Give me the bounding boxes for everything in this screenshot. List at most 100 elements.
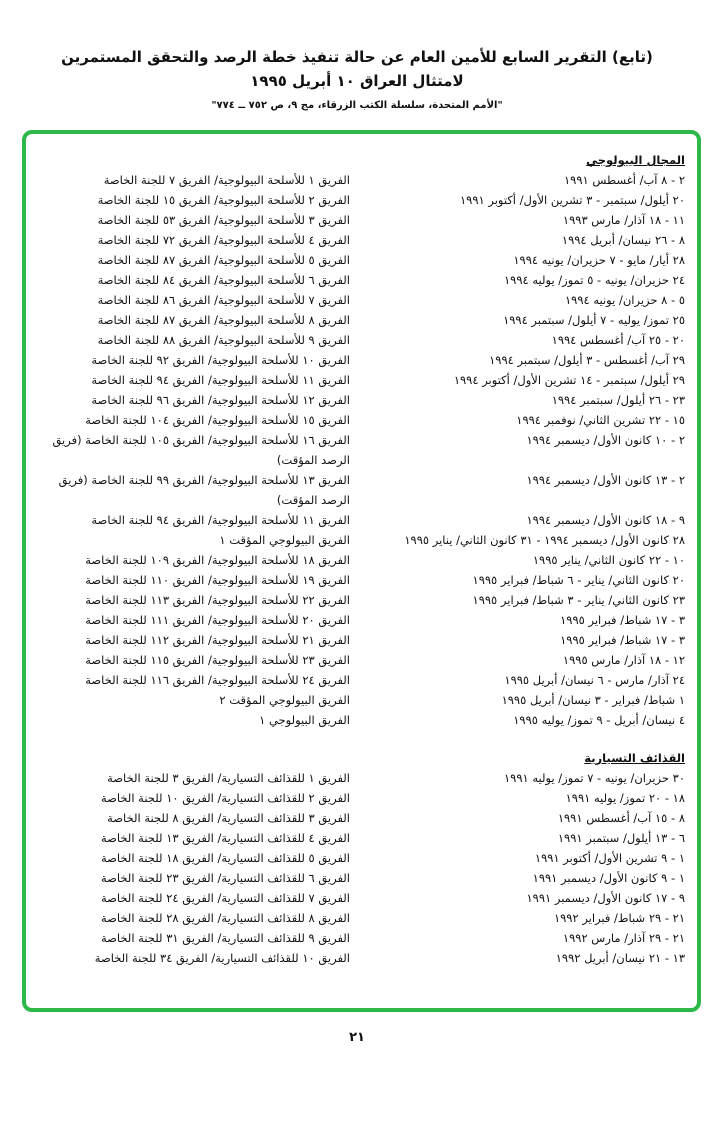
table-row: ١ - ٩ كانون الأول/ ديسمبر ١٩٩١ الفريق ٦ ل… — [40, 868, 685, 888]
inspection-dates: ٢٥ تموز/ يوليه - ٧ أيلول/ سبتمبر ١٩٩٤ — [503, 313, 685, 327]
inspection-team: الفريق ٤ للأسلحة البيولوجية/ الفريق ٧٢ ل… — [97, 233, 350, 247]
inspection-team: الفريق ١٠ للأسلحة البيولوجية/ الفريق ٩٢ … — [91, 353, 350, 367]
inspection-table: المجال البيولوجي ٢ - ٨ آب/ أغسطس ١٩٩١ الفر… — [40, 150, 685, 968]
inspection-dates: ١٨ - ٢٠ تموز/ يوليه ١٩٩١ — [565, 791, 685, 805]
inspection-team: الفريق ٩ للقذائف التسيارية/ الفريق ٣١ لل… — [100, 931, 350, 945]
inspection-dates: ١١ - ١٨ آذار/ مارس ١٩٩٣ — [562, 213, 685, 227]
inspection-dates: ١٣ - ٢١ نيسان/ أبريل ١٩٩٢ — [555, 951, 685, 965]
table-row: ١٠ - ٢٢ كانون الثاني/ يناير ١٩٩٥ الفريق ١… — [40, 550, 685, 570]
table-row: ٢ - ١٣ كانون الأول/ ديسمبر ١٩٩٤ الفريق ١٣… — [40, 470, 685, 510]
inspection-dates: ٢٣ - ٢٦ أيلول/ سبتمبر ١٩٩٤ — [551, 393, 685, 407]
inspection-team: الفريق ٣ للقذائف التسيارية/ الفريق ٨ للج… — [107, 811, 350, 825]
table-row: ١٥ - ٢٢ تشرين الثاني/ نوفمبر ١٩٩٤ الفريق … — [40, 410, 685, 430]
inspection-dates: ٢٤ آذار/ مارس - ٦ نيسان/ أبريل ١٩٩٥ — [504, 673, 685, 687]
inspection-dates: ٢٩ آب/ أغسطس - ٣ أيلول/ سبتمبر ١٩٩٤ — [489, 353, 685, 367]
table-row: ٢٨ أيار/ مايو - ٧ حزيران/ يونيه ١٩٩٤ الفر… — [40, 250, 685, 270]
table-row: ٢٤ آذار/ مارس - ٦ نيسان/ أبريل ١٩٩٥ الفري… — [40, 670, 685, 690]
inspection-team: الفريق ٢٤ للأسلحة البيولوجية/ الفريق ١١٦… — [85, 673, 350, 687]
inspection-dates: ٢١ - ٢٩ شباط/ فبراير ١٩٩٢ — [553, 911, 685, 925]
table-row: ١٨ - ٢٠ تموز/ يوليه ١٩٩١ الفريق ٢ للقذائف… — [40, 788, 685, 808]
inspection-team: الفريق ٧ للأسلحة البيولوجية/ الفريق ٨٦ ل… — [97, 293, 350, 307]
inspection-dates: ١ - ٩ تشرين الأول/ أكتوبر ١٩٩١ — [534, 851, 685, 865]
inspection-team: الفريق ٦ للقذائف التسيارية/ الفريق ٢٣ لل… — [100, 871, 350, 885]
inspection-dates: ٩ - ١٧ كانون الأول/ ديسمبر ١٩٩١ — [526, 891, 685, 905]
table-row: ٢٠ كانون الثاني/ يناير - ٦ شباط/ فبراير … — [40, 570, 685, 590]
inspection-team: الفريق ١٦ للأسلحة البيولوجية/ الفريق ١٠٥… — [52, 433, 350, 467]
table-row: ٢٠ - ٢٥ آب/ أغسطس ١٩٩٤ الفريق ٩ للأسلحة ا… — [40, 330, 685, 350]
inspection-dates: ٢٠ - ٢٥ آب/ أغسطس ١٩٩٤ — [551, 333, 685, 347]
inspection-dates: ٢ - ٨ آب/ أغسطس ١٩٩١ — [564, 173, 685, 187]
inspection-dates: ١٠ - ٢٢ كانون الثاني/ يناير ١٩٩٥ — [532, 553, 685, 567]
inspection-team: الفريق ١٠ للقذائف التسيارية/ الفريق ٣٤ ل… — [94, 951, 350, 965]
table-row: ٨ - ٢٦ نيسان/ أبريل ١٩٩٤ الفريق ٤ للأسلحة… — [40, 230, 685, 250]
inspection-team: الفريق ٣ للأسلحة البيولوجية/ الفريق ٥٣ ل… — [97, 213, 350, 227]
inspection-team: الفريق ٥ للقذائف التسيارية/ الفريق ١٨ لل… — [100, 851, 350, 865]
inspection-dates: ١ شباط/ فبراير - ٣ نيسان/ أبريل ١٩٩٥ — [501, 693, 685, 707]
table-row: ٢١ - ٢٩ شباط/ فبراير ١٩٩٢ الفريق ٨ للقذائ… — [40, 908, 685, 928]
highlight-frame — [22, 130, 701, 1012]
inspection-team: الفريق البيولوجي المؤقت ١ — [219, 533, 350, 547]
table-row: ٢١ - ٢٩ آذار/ مارس ١٩٩٢ الفريق ٩ للقذائف … — [40, 928, 685, 948]
inspection-team: الفريق ١ للقذائف التسيارية/ الفريق ٣ للج… — [107, 771, 350, 785]
inspection-team: الفريق ٤ للقذائف التسيارية/ الفريق ١٣ لل… — [100, 831, 350, 845]
table-row: ١٢ - ١٨ آذار/ مارس ١٩٩٥ الفريق ٢٣ للأسلحة… — [40, 650, 685, 670]
inspection-dates: ٢٠ كانون الثاني/ يناير - ٦ شباط/ فبراير … — [472, 573, 685, 587]
inspection-dates: ٢٠ أيلول/ سبتمبر - ٣ تشرين الأول/ أكتوبر… — [460, 193, 685, 207]
inspection-dates: ٢١ - ٢٩ آذار/ مارس ١٩٩٢ — [562, 931, 685, 945]
table-row: ٣ - ١٧ شباط/ فبراير ١٩٩٥ الفريق ٢١ للأسلح… — [40, 630, 685, 650]
inspection-dates: ٨ - ١٥ آب/ أغسطس ١٩٩١ — [557, 811, 685, 825]
section-title: المجال البيولوجي — [586, 153, 685, 167]
section-gap — [40, 730, 685, 748]
inspection-dates: ٣ - ١٧ شباط/ فبراير ١٩٩٥ — [560, 633, 685, 647]
inspection-team: الفريق ٨ للقذائف التسيارية/ الفريق ٢٨ لل… — [100, 911, 350, 925]
inspection-dates: ٢٤ حزيران/ يونيه - ٥ تموز/ يوليه ١٩٩٤ — [504, 273, 685, 287]
table-row: ٢٠ أيلول/ سبتمبر - ٣ تشرين الأول/ أكتوبر… — [40, 190, 685, 210]
inspection-dates: ٢ - ١٣ كانون الأول/ ديسمبر ١٩٩٤ — [526, 473, 685, 487]
table-row: ٤ نيسان/ أبريل - ٩ تموز/ يوليه ١٩٩٥ الفري… — [40, 710, 685, 730]
inspection-team: الفريق ٢١ للأسلحة البيولوجية/ الفريق ١١٢… — [85, 633, 350, 647]
inspection-dates: ٥ - ٨ حزيران/ يونيه ١٩٩٤ — [564, 293, 685, 307]
source-citation: "الأمم المتحدة، سلسلة الكتب الزرقاء، مج … — [211, 100, 503, 111]
table-row: ٢٣ كانون الثاني/ يناير - ٣ شباط/ فبراير … — [40, 590, 685, 610]
document-subtitle: لامتثال العراق ١٠ أبريل ١٩٩٥ — [250, 72, 464, 90]
inspection-dates: ١٥ - ٢٢ تشرين الثاني/ نوفمبر ١٩٩٤ — [516, 413, 685, 427]
inspection-team: الفريق ١٥ للأسلحة البيولوجية/ الفريق ١٠٤… — [85, 413, 350, 427]
inspection-dates: ٢ - ١٠ كانون الأول/ ديسمبر ١٩٩٤ — [526, 433, 685, 447]
section-title: القذائف التسيارية — [584, 751, 685, 765]
inspection-team: الفريق ٧ للقذائف التسيارية/ الفريق ٢٤ لل… — [100, 891, 350, 905]
page-number: ٢١ — [349, 1030, 365, 1045]
document-title: (تابع) التقرير السابع للأمين العام عن حا… — [61, 48, 653, 66]
table-row: ٢٨ كانون الأول/ ديسمبر ١٩٩٤ - ٣١ كانون ا… — [40, 530, 685, 550]
inspection-team: الفريق ١ للأسلحة البيولوجية/ الفريق ٧ لل… — [103, 173, 350, 187]
inspection-dates: ٣ - ١٧ شباط/ فبراير ١٩٩٥ — [560, 613, 685, 627]
table-row: ١٣ - ٢١ نيسان/ أبريل ١٩٩٢ الفريق ١٠ للقذا… — [40, 948, 685, 968]
inspection-team: الفريق ٩ للأسلحة البيولوجية/ الفريق ٨٨ ل… — [97, 333, 350, 347]
inspection-team: الفريق ٢٣ للأسلحة البيولوجية/ الفريق ١١٥… — [85, 653, 350, 667]
inspection-team: الفريق ٥ للأسلحة البيولوجية/ الفريق ٨٧ ل… — [97, 253, 350, 267]
inspection-dates: ١ - ٩ كانون الأول/ ديسمبر ١٩٩١ — [532, 871, 685, 885]
inspection-dates: ٨ - ٢٦ نيسان/ أبريل ١٩٩٤ — [561, 233, 685, 247]
inspection-team: الفريق البيولوجي المؤقت ٢ — [219, 693, 350, 707]
inspection-team: الفريق ٨ للأسلحة البيولوجية/ الفريق ٨٧ ل… — [97, 313, 350, 327]
inspection-team: الفريق البيولوجي ١ — [259, 713, 350, 727]
table-row: ١ - ٩ تشرين الأول/ أكتوبر ١٩٩١ الفريق ٥ ل… — [40, 848, 685, 868]
table-row: ٣٠ حزيران/ يونيه - ٧ تموز/ يوليه ١٩٩١ الف… — [40, 768, 685, 788]
inspection-team: الفريق ٢٠ للأسلحة البيولوجية/ الفريق ١١١… — [85, 613, 350, 627]
inspection-team: الفريق ١٨ للأسلحة البيولوجية/ الفريق ١٠٩… — [85, 553, 350, 567]
table-row: ٢ - ١٠ كانون الأول/ ديسمبر ١٩٩٤ الفريق ١٦… — [40, 430, 685, 470]
table-row: ٢٩ آب/ أغسطس - ٣ أيلول/ سبتمبر ١٩٩٤ الفري… — [40, 350, 685, 370]
table-row: ١ شباط/ فبراير - ٣ نيسان/ أبريل ١٩٩٥ الفر… — [40, 690, 685, 710]
inspection-team: الفريق ٢ للأسلحة البيولوجية/ الفريق ١٥ ل… — [97, 193, 350, 207]
inspection-dates: ٦ - ١٣ أيلول/ سبتمبر ١٩٩١ — [557, 831, 685, 845]
table-row: ٢٩ أيلول/ سبتمبر - ١٤ تشرين الأول/ أكتوب… — [40, 370, 685, 390]
table-row: ٨ - ١٥ آب/ أغسطس ١٩٩١ الفريق ٣ للقذائف ال… — [40, 808, 685, 828]
table-row: ٦ - ١٣ أيلول/ سبتمبر ١٩٩١ الفريق ٤ للقذائ… — [40, 828, 685, 848]
inspection-dates: ٢٣ كانون الثاني/ يناير - ٣ شباط/ فبراير … — [472, 593, 685, 607]
inspection-dates: ٢٩ أيلول/ سبتمبر - ١٤ تشرين الأول/ أكتوب… — [453, 373, 685, 387]
table-row: ٢٤ حزيران/ يونيه - ٥ تموز/ يوليه ١٩٩٤ الف… — [40, 270, 685, 290]
inspection-team: الفريق ٢٢ للأسلحة البيولوجية/ الفريق ١١٣… — [85, 593, 350, 607]
inspection-team: الفريق ١١ للأسلحة البيولوجية/ الفريق ٩٤ … — [91, 513, 350, 527]
inspection-dates: ٣٠ حزيران/ يونيه - ٧ تموز/ يوليه ١٩٩١ — [504, 771, 685, 785]
table-row: ٩ - ١٨ كانون الأول/ ديسمبر ١٩٩٤ الفريق ١١… — [40, 510, 685, 530]
inspection-dates: ١٢ - ١٨ آذار/ مارس ١٩٩٥ — [562, 653, 685, 667]
